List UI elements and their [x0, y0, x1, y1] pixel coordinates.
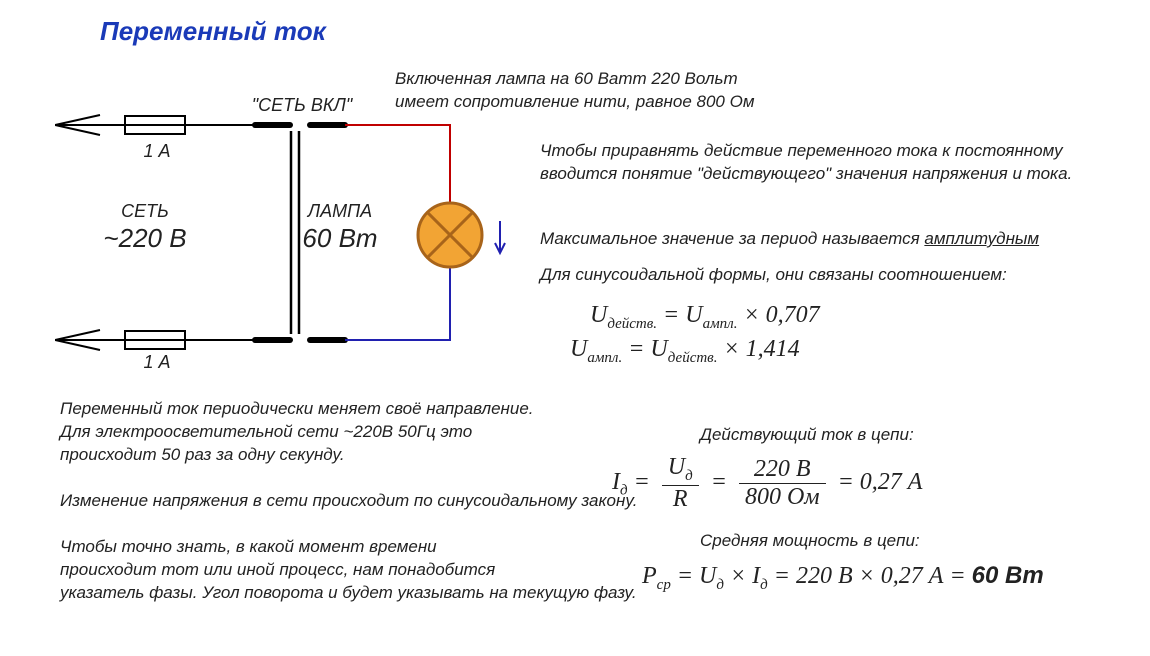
formula-u-ampl: Uампл. = Uдейств. × 1,414: [570, 336, 800, 367]
switch-label: "СЕТЬ ВКЛ": [242, 95, 362, 116]
paragraph-ac-direction: Переменный ток периодически меняет своё …: [60, 398, 534, 467]
paragraph-sine-law: Изменение напряжения в сети происходит п…: [60, 490, 637, 513]
paragraph-rms-intro: Чтобы приравнять действие переменного то…: [540, 140, 1072, 186]
page-title: Переменный ток: [100, 16, 326, 47]
fuse-bottom-label: 1 А: [132, 352, 182, 373]
paragraph-phase: Чтобы точно знать, в какой момент времен…: [60, 536, 637, 605]
fuse-top-label: 1 А: [132, 141, 182, 162]
intro-line1: Включенная лампа на 60 Ватт 220 Вольт: [395, 69, 738, 88]
lamp-label-2: 60 Вт: [280, 223, 400, 254]
net-label-2: ~220 В: [85, 223, 205, 254]
formula-u-rms: Uдейств. = Uампл. × 0,707: [590, 302, 820, 333]
label-power: Средняя мощность в цепи:: [700, 530, 920, 553]
paragraph-sinusoid-relation: Для синусоидальной формы, они связаны со…: [540, 264, 1007, 287]
paragraph-amplitude: Максимальное значение за период называет…: [540, 228, 1039, 251]
lamp-label-1: ЛАМПА: [285, 201, 395, 222]
formula-power: Pср = Uд × Iд = 220 В × 0,27 А = 60 Вт: [642, 562, 1044, 594]
net-label-1: СЕТЬ: [90, 201, 200, 222]
formula-current: Iд = Uд R = 220 В 800 Ом = 0,27 А: [612, 454, 922, 513]
circuit-diagram: "СЕТЬ ВКЛ" 1 А 1 А СЕТЬ ~220 В ЛАМПА 60 …: [55, 95, 525, 385]
label-current: Действующий ток в цепи:: [700, 424, 914, 447]
